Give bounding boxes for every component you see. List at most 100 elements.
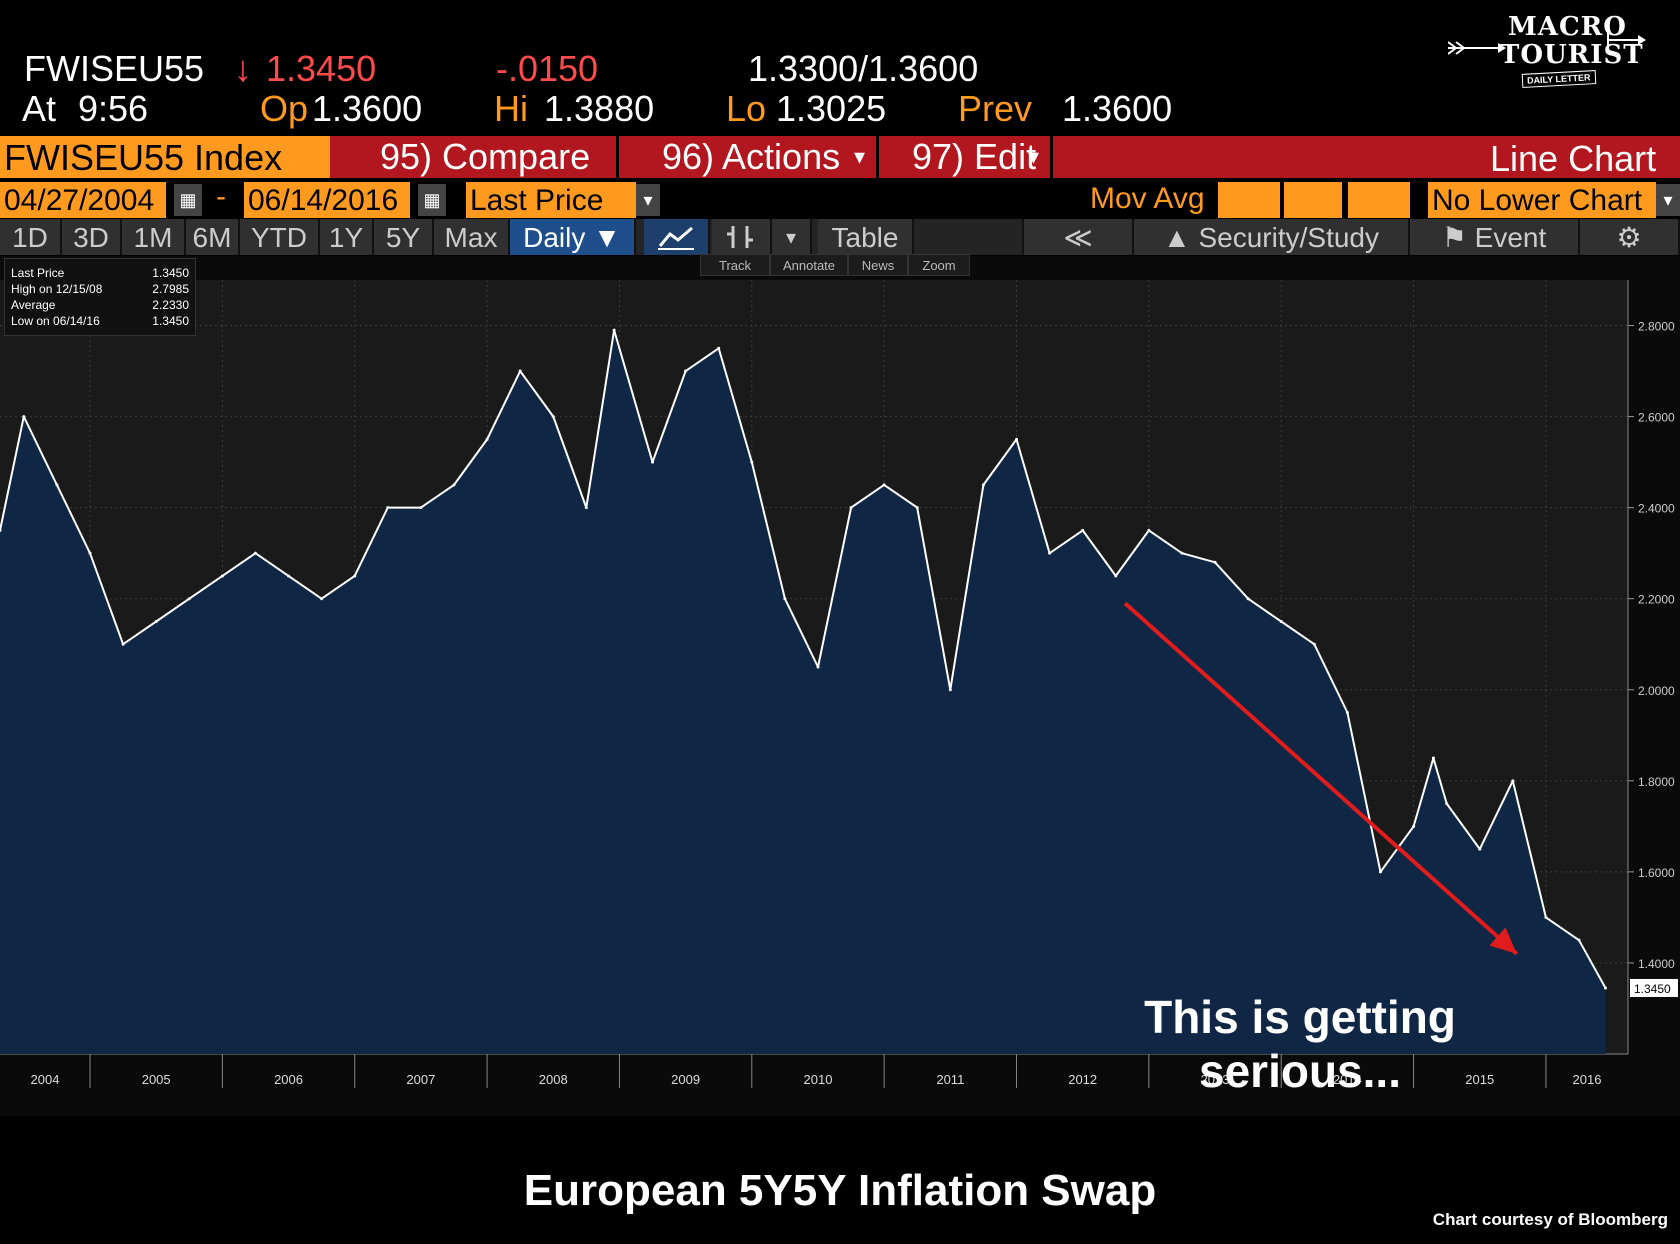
x-tick-label: 2006 bbox=[274, 1072, 303, 1087]
data-point bbox=[452, 483, 456, 487]
data-point bbox=[518, 369, 522, 373]
period-1d[interactable]: 1D bbox=[0, 219, 62, 255]
data-point bbox=[287, 574, 291, 578]
x-tick-label: 2009 bbox=[671, 1072, 700, 1087]
chart-annotation: This is getting serious... bbox=[1100, 990, 1500, 1098]
calendar-icon[interactable]: ▦ bbox=[174, 184, 202, 216]
x-tick-label: 2011 bbox=[936, 1072, 964, 1087]
event-button[interactable]: ⚑ Event bbox=[1410, 219, 1580, 255]
data-point bbox=[783, 597, 787, 601]
macro-tourist-logo: MACRO TOURIST DAILY LETTER bbox=[1448, 10, 1648, 90]
y-tick-label: 2.2000 bbox=[1638, 593, 1675, 607]
data-point bbox=[154, 619, 158, 623]
security-field[interactable]: FWISEU55 Index bbox=[0, 136, 330, 178]
actions-button[interactable]: 96) Actions bbox=[662, 136, 841, 177]
x-tick-label: 2005 bbox=[142, 1072, 171, 1087]
data-point bbox=[882, 483, 886, 487]
data-point bbox=[750, 460, 754, 464]
security-study-button[interactable]: ▲ Security/Study bbox=[1134, 219, 1410, 255]
edit-button[interactable]: 97) Edit bbox=[912, 136, 1037, 177]
track-button[interactable]: Track bbox=[700, 254, 770, 276]
logo-line2: TOURIST bbox=[1500, 40, 1644, 70]
data-point bbox=[816, 665, 820, 669]
period-ytd[interactable]: YTD bbox=[240, 219, 320, 255]
annotate-button[interactable]: Annotate bbox=[770, 254, 848, 276]
calendar-icon[interactable]: ▦ bbox=[418, 184, 446, 216]
mov-avg-field-3[interactable] bbox=[1348, 182, 1410, 218]
end-date-field[interactable]: 06/14/2016 bbox=[244, 182, 410, 218]
y-tick-label: 2.4000 bbox=[1638, 502, 1675, 516]
y-tick-label: 2.8000 bbox=[1638, 320, 1675, 334]
data-point bbox=[1445, 802, 1449, 806]
news-button[interactable]: News bbox=[848, 254, 908, 276]
period-max[interactable]: Max bbox=[434, 219, 510, 255]
data-point bbox=[612, 328, 616, 332]
frequency-daily[interactable]: Daily ▼ bbox=[510, 219, 636, 255]
legend-low-label: Low on 06/14/16 bbox=[11, 314, 100, 328]
mov-avg-field-2[interactable] bbox=[1284, 182, 1342, 218]
mov-avg-label: Mov Avg bbox=[1090, 182, 1205, 215]
period-5y[interactable]: 5Y bbox=[374, 219, 434, 255]
chart-type-label[interactable]: Line Chart bbox=[1490, 138, 1657, 179]
high-label: Hi bbox=[494, 88, 528, 129]
period-3d[interactable]: 3D bbox=[62, 219, 122, 255]
data-point bbox=[1431, 756, 1435, 760]
data-point bbox=[1279, 619, 1283, 623]
start-date-field[interactable]: 04/27/2004 bbox=[0, 182, 166, 218]
compare-button[interactable]: 95) Compare bbox=[380, 136, 591, 177]
chart-title: European 5Y5Y Inflation Swap bbox=[523, 1166, 1157, 1215]
price-field-select[interactable]: Last Price bbox=[466, 182, 636, 218]
line-chart-icon[interactable] bbox=[644, 219, 710, 255]
settings-icon[interactable]: ⚙ bbox=[1580, 219, 1680, 255]
low-value: 1.3025 bbox=[776, 88, 887, 129]
data-point bbox=[915, 506, 919, 510]
open-value: 1.3600 bbox=[312, 88, 423, 129]
prev-label: Prev bbox=[958, 88, 1033, 129]
collapse-back-icon[interactable]: ≪ bbox=[1024, 219, 1134, 255]
data-point bbox=[220, 574, 224, 578]
legend-high-value: 2.7985 bbox=[152, 282, 189, 296]
y-tick-label: 2.6000 bbox=[1638, 411, 1675, 425]
data-point bbox=[1378, 870, 1382, 874]
data-point bbox=[1246, 597, 1250, 601]
data-point bbox=[1213, 560, 1217, 564]
data-point bbox=[22, 415, 26, 419]
x-tick-label: 2008 bbox=[539, 1072, 568, 1087]
data-point bbox=[353, 574, 357, 578]
divider bbox=[876, 136, 879, 178]
candlestick-icon[interactable] bbox=[712, 219, 772, 255]
x-tick-label: 2004 bbox=[31, 1072, 60, 1087]
period-6m[interactable]: 6M bbox=[186, 219, 240, 255]
table-button[interactable]: Table bbox=[818, 219, 914, 255]
prev-value: 1.3600 bbox=[1062, 88, 1173, 129]
chart-style-dropdown-icon[interactable]: ▾ bbox=[772, 219, 812, 255]
annotation-line1: This is getting bbox=[1144, 991, 1456, 1043]
toolbar-spacer bbox=[914, 219, 1024, 255]
data-point bbox=[1147, 528, 1151, 532]
period-1m[interactable]: 1M bbox=[122, 219, 186, 255]
trend-arrow-line bbox=[1123, 601, 1519, 956]
actions-dropdown-icon[interactable]: ▾ bbox=[854, 144, 866, 169]
open-label: Op bbox=[260, 88, 309, 129]
chart-credit: Chart courtesy of Bloomberg bbox=[1432, 1210, 1668, 1229]
lower-chart-select[interactable]: No Lower Chart bbox=[1428, 182, 1656, 218]
high-value: 1.3880 bbox=[544, 88, 655, 129]
data-point bbox=[1015, 437, 1019, 441]
data-point bbox=[1478, 847, 1482, 851]
quote-header: FWISEU55 ↓ 1.3450 -.0150 1.3300/1.3600 A… bbox=[0, 0, 1680, 136]
x-tick-label: 2012 bbox=[1068, 1072, 1097, 1087]
bid-ask: 1.3300/1.3600 bbox=[748, 48, 979, 89]
price-chart[interactable]: 1.4000 1.6000 1.8000 2.0000 2.2000 2.4000 2.60… bbox=[0, 256, 1680, 1116]
data-point bbox=[717, 346, 721, 350]
legend-avg-label: Average bbox=[11, 298, 56, 312]
data-point bbox=[1577, 938, 1581, 942]
mov-avg-field-1[interactable] bbox=[1218, 182, 1280, 218]
period-1y[interactable]: 1Y bbox=[320, 219, 374, 255]
series-area-fill bbox=[0, 330, 1606, 1055]
field-dropdown-icon[interactable]: ▾ bbox=[636, 184, 660, 216]
edit-dropdown-icon[interactable]: ▾ bbox=[1028, 144, 1040, 169]
lower-chart-dropdown-icon[interactable]: ▾ bbox=[1656, 184, 1680, 216]
data-point bbox=[1114, 574, 1118, 578]
data-point bbox=[684, 369, 688, 373]
zoom-button[interactable]: Zoom bbox=[908, 254, 970, 276]
